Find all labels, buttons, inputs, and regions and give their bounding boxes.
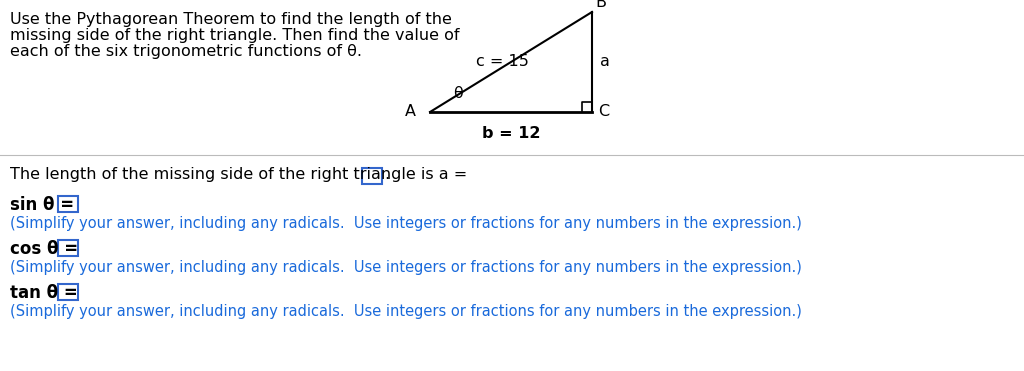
Text: θ: θ bbox=[454, 86, 463, 102]
Text: tan θ =: tan θ = bbox=[10, 284, 78, 302]
Text: missing side of the right triangle. Then find the value of: missing side of the right triangle. Then… bbox=[10, 28, 460, 43]
Text: C: C bbox=[598, 104, 609, 118]
Text: (Simplify your answer, including any radicals.  Use integers or fractions for an: (Simplify your answer, including any rad… bbox=[10, 304, 802, 319]
Text: A: A bbox=[406, 104, 416, 118]
Text: B: B bbox=[595, 0, 606, 10]
Bar bbox=[58, 240, 78, 256]
Bar bbox=[58, 284, 78, 300]
Text: sin θ =: sin θ = bbox=[10, 196, 74, 214]
Bar bbox=[58, 196, 78, 212]
Text: (Simplify your answer, including any radicals.  Use integers or fractions for an: (Simplify your answer, including any rad… bbox=[10, 260, 802, 275]
Text: (Simplify your answer, including any radicals.  Use integers or fractions for an: (Simplify your answer, including any rad… bbox=[10, 216, 802, 231]
Text: b = 12: b = 12 bbox=[481, 126, 541, 141]
Text: cos θ =: cos θ = bbox=[10, 240, 78, 258]
Bar bbox=[362, 168, 382, 184]
Text: .: . bbox=[384, 167, 389, 182]
Text: c = 15: c = 15 bbox=[476, 55, 528, 69]
Text: a: a bbox=[600, 55, 610, 69]
Text: each of the six trigonometric functions of θ.: each of the six trigonometric functions … bbox=[10, 44, 362, 59]
Text: The length of the missing side of the right triangle is a =: The length of the missing side of the ri… bbox=[10, 167, 467, 182]
Text: Use the Pythagorean Theorem to find the length of the: Use the Pythagorean Theorem to find the … bbox=[10, 12, 452, 27]
